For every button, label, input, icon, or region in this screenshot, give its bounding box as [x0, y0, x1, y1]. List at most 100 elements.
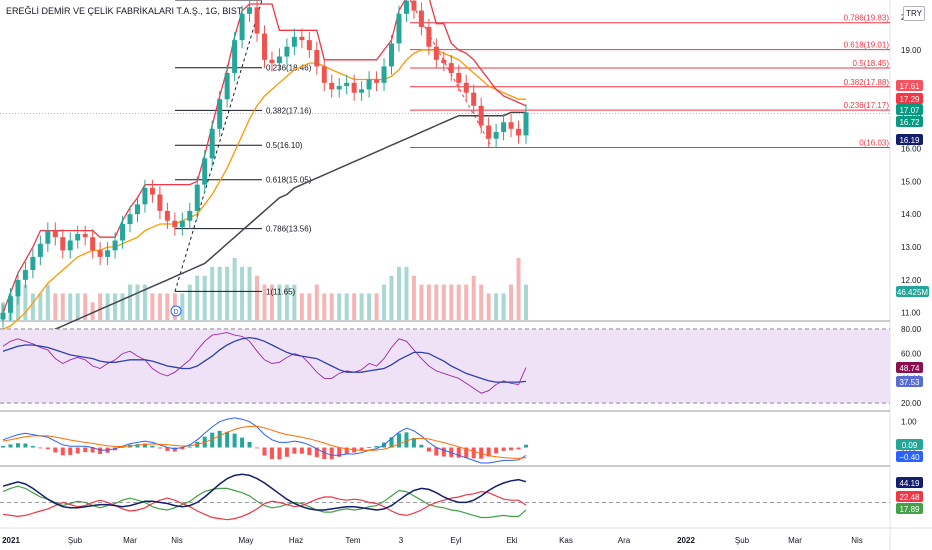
macd-histogram-bar	[486, 447, 491, 457]
macd-histogram-bar	[337, 447, 342, 457]
rsi-badge	[896, 362, 923, 373]
volume-bar	[60, 293, 65, 320]
candle-body	[164, 210, 170, 221]
macd-histogram-bar	[262, 447, 267, 456]
price-tick-label: 13.00	[901, 243, 922, 252]
fib-left-trend-line	[174, 0, 263, 292]
macd-histogram-bar	[277, 447, 282, 460]
macd-histogram-bar	[509, 447, 514, 451]
macd-histogram-bar	[38, 447, 43, 449]
rsi-line	[2, 332, 527, 394]
price-badge	[896, 80, 923, 91]
candle-body	[75, 233, 81, 241]
time-axis-label: May	[238, 536, 253, 545]
candle-body	[366, 79, 372, 90]
volume-bar	[314, 284, 319, 320]
candle-body	[306, 40, 312, 50]
macd-histogram-bar	[240, 437, 245, 448]
candle-body	[359, 89, 365, 93]
price-badge	[896, 93, 923, 104]
macd-histogram-bar	[247, 441, 252, 448]
volume-bar	[225, 266, 230, 320]
macd-histogram-bar	[314, 447, 319, 458]
candle-body	[52, 230, 58, 238]
macd-histogram-bar	[471, 447, 476, 459]
macd-histogram-bar	[157, 447, 162, 449]
macd-histogram-bar	[299, 447, 304, 454]
volume-bar	[396, 266, 401, 320]
macd-histogram-bar	[165, 447, 170, 451]
macd-histogram-bar	[225, 431, 230, 448]
volume-bar	[382, 284, 387, 320]
macd-histogram-bar	[1, 445, 5, 448]
macd-histogram-bar	[359, 447, 364, 451]
channel-line	[2, 0, 527, 313]
macd-histogram-bar	[456, 447, 461, 458]
macd-histogram-bar	[501, 447, 506, 451]
volume-bar	[217, 266, 222, 320]
fib-right-level-label: 0.382(17.88)	[844, 78, 890, 87]
volume-bar	[247, 266, 252, 320]
dividend-marker-icon	[170, 305, 182, 317]
candle-body	[209, 128, 215, 159]
currency-label[interactable]: TRY	[903, 6, 925, 21]
macd-histogram-bar	[419, 444, 424, 448]
candle-body	[82, 233, 88, 238]
macd-histogram-bar	[516, 447, 521, 450]
volume-bar	[494, 293, 499, 320]
price-tick-label: 15.00	[901, 177, 922, 186]
candle-body	[433, 46, 439, 60]
macd-histogram-bar	[284, 447, 289, 457]
macd-histogram-bar	[322, 447, 327, 459]
candle-body	[60, 237, 66, 251]
macd-histogram-bar	[329, 447, 334, 460]
macd-badge-label: −0.40	[899, 453, 920, 462]
macd-histogram-bar	[8, 444, 13, 448]
volume-badge	[896, 286, 929, 297]
macd-histogram-bar	[90, 447, 95, 453]
candle-body	[105, 250, 111, 257]
candle-body	[172, 220, 178, 228]
candle-body	[501, 122, 507, 133]
volume-bar	[15, 293, 20, 320]
candle-body	[120, 224, 126, 241]
macd-signal-line	[2, 425, 527, 459]
adx-line	[2, 473, 527, 511]
candle-body	[456, 72, 462, 83]
candle-body	[291, 36, 297, 47]
macd-histogram-bar	[232, 433, 237, 448]
candle-body	[15, 279, 21, 297]
price-tick-label: 11.00	[901, 309, 921, 318]
volume-bar	[486, 293, 491, 320]
macd-histogram-bar	[23, 443, 28, 448]
macd-histogram-bar	[217, 430, 222, 448]
macd-histogram-bar	[45, 447, 50, 450]
price-tick-label: 14.00	[901, 210, 922, 219]
rsi-ma-line	[2, 336, 527, 383]
price-badge-label: 17.07	[899, 106, 920, 115]
candle-body	[224, 72, 230, 100]
fib-right-level-label: 0.786(19.83)	[844, 14, 890, 23]
price-badge-label: 17.61	[899, 82, 920, 91]
candle-body	[217, 99, 223, 129]
macd-histogram-bar	[75, 447, 80, 454]
volume-bar	[389, 275, 394, 320]
volume-bar	[90, 302, 95, 320]
dmi-badge-label: 44.19	[899, 479, 920, 488]
candle-body	[314, 49, 320, 67]
candle-body	[336, 86, 342, 90]
volume-bar	[255, 275, 260, 320]
candle-body	[194, 184, 200, 211]
fib-left-level-label: 0.786(13.56)	[266, 225, 312, 234]
macd-histogram-bar	[135, 444, 140, 448]
candle-body	[426, 26, 432, 47]
volume-bar	[38, 293, 43, 320]
candle-body	[37, 243, 43, 257]
time-axis-label: 2022	[677, 536, 695, 545]
time-axis-label: Ara	[618, 536, 631, 545]
candle-body	[112, 240, 118, 251]
rsi-tick-label: 60.00	[901, 350, 922, 359]
candle-body	[351, 82, 357, 93]
time-axis-label: Mar	[788, 536, 802, 545]
